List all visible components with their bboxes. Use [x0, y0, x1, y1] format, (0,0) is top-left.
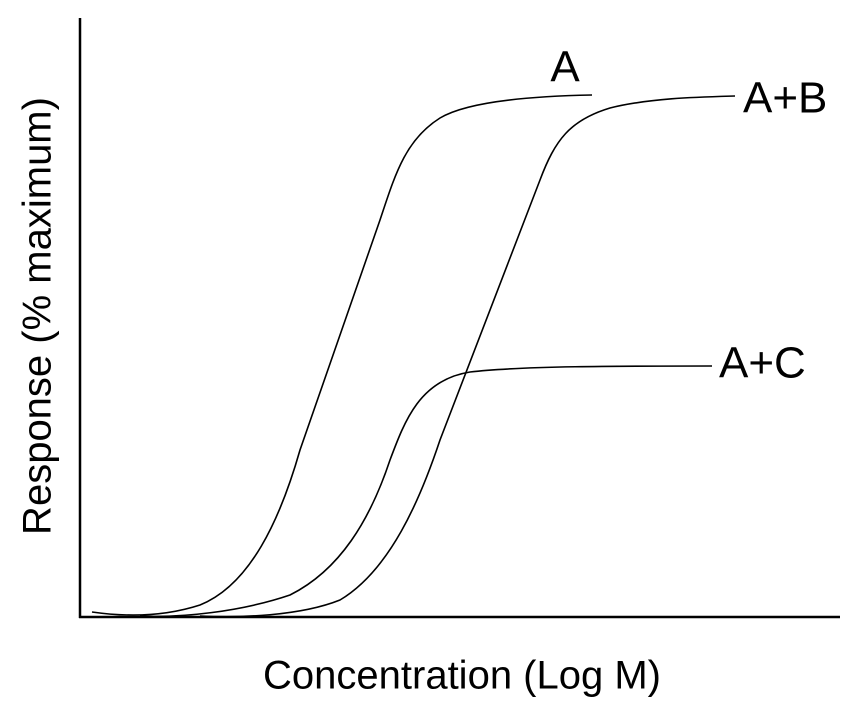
- curve-a: [91, 94, 593, 616]
- x-axis-label: Concentration (Log M): [263, 654, 661, 698]
- curve-label: A+B: [743, 74, 827, 123]
- curve-label: A+C: [719, 339, 806, 388]
- y-axis-label: Response (% maximum): [16, 97, 60, 535]
- curve-a-plus-c: [139, 365, 713, 618]
- curve-label: A: [550, 43, 580, 92]
- curve-a-plus-b: [199, 95, 736, 618]
